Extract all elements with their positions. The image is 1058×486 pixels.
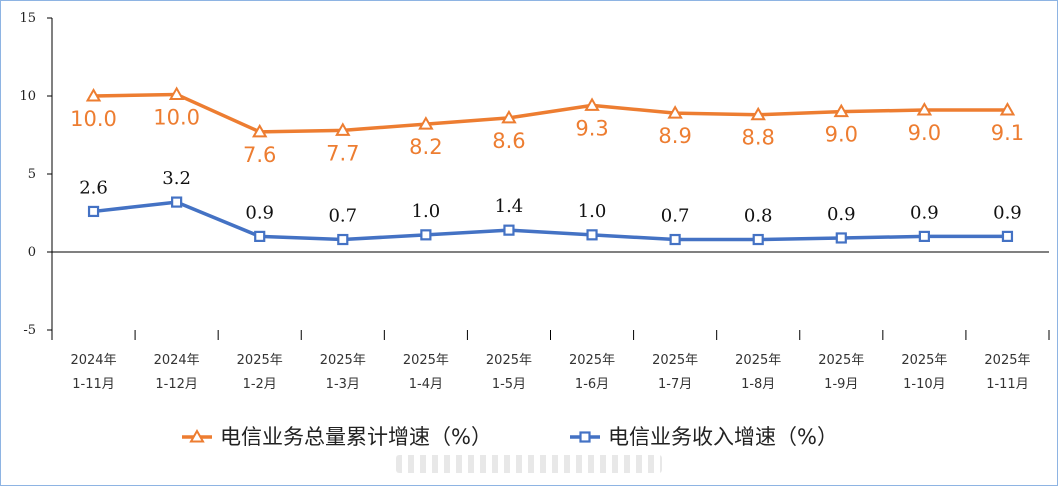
- data-point-triangle: [833, 103, 850, 118]
- data-label: 10.0: [70, 107, 117, 131]
- data-point-square: [918, 230, 930, 242]
- legend-square-icon: [579, 431, 591, 443]
- x-tick-label: 2024年: [154, 353, 200, 368]
- legend-label-total-volume: 电信业务总量累计增速（%）: [220, 425, 492, 449]
- series-line-total-volume: [93, 92, 1008, 134]
- data-label: 9.0: [908, 121, 941, 145]
- x-tick-label: 2025年: [237, 353, 283, 368]
- data-label: 0.9: [910, 202, 939, 223]
- data-label: 8.8: [742, 126, 775, 150]
- data-point-square: [586, 229, 598, 241]
- x-tick-label: 2025年: [735, 353, 781, 368]
- data-point-square: [669, 233, 681, 246]
- data-label: 9.1: [991, 121, 1024, 145]
- data-point-square: [503, 224, 515, 236]
- x-tick-label: 1-9月: [824, 377, 858, 392]
- x-tick-label: 2025年: [569, 353, 615, 368]
- data-label: 8.6: [492, 129, 525, 153]
- data-label: 9.3: [575, 116, 608, 140]
- data-label: 10.0: [153, 105, 200, 129]
- x-tick-label: 1-8月: [741, 377, 775, 392]
- data-point-square: [752, 233, 764, 246]
- x-tick-label: 2025年: [320, 353, 366, 368]
- data-point-square: [420, 229, 432, 241]
- series-line-revenue: [93, 200, 1008, 242]
- x-tick-label: 1-5月: [492, 377, 526, 392]
- data-point-triangle: [418, 116, 434, 130]
- x-tick-label: 2024年: [70, 353, 116, 368]
- data-point-triangle: [335, 122, 351, 136]
- y-tick-label: -5: [23, 323, 36, 338]
- data-point-triangle: [251, 123, 268, 138]
- data-point-square: [87, 205, 100, 218]
- x-tick-label: 2025年: [818, 353, 864, 368]
- data-label: 0.7: [328, 206, 357, 227]
- x-tick-label: 2025年: [486, 353, 532, 368]
- data-point-triangle: [501, 109, 517, 124]
- data-label: 0.9: [827, 204, 856, 225]
- x-tick-label: 1-4月: [409, 377, 443, 392]
- x-tick-label: 1-7月: [658, 377, 692, 392]
- legend-triangle-icon: [189, 428, 205, 443]
- data-label: 1.4: [495, 196, 524, 217]
- x-tick-label: 2025年: [403, 353, 449, 368]
- data-point-triangle: [667, 105, 683, 119]
- data-label: 8.2: [409, 135, 442, 159]
- y-tick-label: 10: [19, 89, 36, 104]
- data-point-triangle: [85, 87, 102, 102]
- y-tick-label: 5: [28, 167, 36, 182]
- data-point-triangle: [168, 86, 185, 100]
- x-tick-label: 1-6月: [575, 377, 609, 392]
- data-label: 8.9: [658, 124, 691, 148]
- data-label: 1.0: [578, 201, 607, 222]
- data-label: 3.2: [162, 168, 191, 189]
- legend-label-revenue: 电信业务收入增速（%）: [608, 425, 838, 449]
- watermark: [396, 455, 662, 473]
- data-label: 0.9: [993, 202, 1022, 223]
- data-point-square: [171, 196, 183, 208]
- x-tick-label: 2025年: [984, 353, 1030, 368]
- data-label: 9.0: [825, 123, 858, 147]
- data-point-square: [1001, 230, 1014, 242]
- x-tick-label: 1-11月: [986, 377, 1029, 392]
- x-tick-label: 1-12月: [155, 377, 198, 392]
- data-point-square: [835, 232, 847, 244]
- data-label: 1.0: [412, 201, 441, 222]
- data-label: 2.6: [79, 177, 108, 198]
- data-point-triangle: [584, 97, 600, 111]
- x-tick-label: 2025年: [901, 353, 947, 368]
- x-tick-label: 1-10月: [903, 377, 946, 392]
- x-tick-label: 1-3月: [326, 377, 360, 392]
- x-tick-label: 1-11月: [72, 377, 115, 392]
- data-point-triangle: [916, 102, 933, 116]
- data-point-triangle: [750, 106, 766, 121]
- x-tick-label: 2025年: [652, 353, 698, 368]
- data-label: 7.7: [326, 141, 359, 165]
- y-tick-label: 0: [28, 245, 36, 260]
- data-label: 0.7: [661, 206, 690, 227]
- data-label: 0.9: [245, 202, 274, 223]
- data-label: 0.8: [744, 206, 773, 227]
- y-tick-label: 15: [19, 11, 36, 26]
- data-point-triangle: [999, 102, 1016, 116]
- data-point-square: [337, 233, 349, 246]
- data-point-square: [254, 230, 266, 242]
- x-tick-label: 1-2月: [243, 377, 277, 392]
- data-label: 7.6: [243, 143, 276, 167]
